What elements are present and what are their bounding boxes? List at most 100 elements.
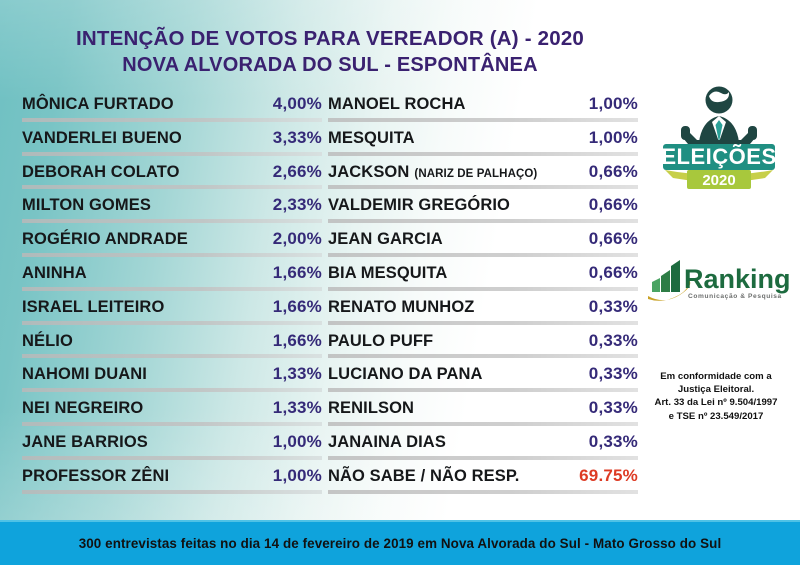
row-separator <box>22 286 322 291</box>
eleicoes-2020-logo: ELEIÇÕES 2020 ELEIÇÕES 2020 <box>657 80 781 190</box>
candidate-name: RENILSON <box>328 399 415 418</box>
table-row: NÃO SABE / NÃO RESP. 69.75% <box>328 464 638 498</box>
candidate-percentage: 1,00% <box>272 431 322 451</box>
candidate-percentage: 1,00% <box>588 94 638 113</box>
candidate-percentage: 0,33% <box>588 330 638 350</box>
candidate-percentage: 2,33% <box>272 195 322 215</box>
candidate-name: VALDEMIR GREGÓRIO <box>328 196 510 215</box>
candidate-name: JACKSON (NARIZ DE PALHAÇO) <box>328 162 538 181</box>
candidate-name: DEBORAH COLATO <box>22 162 180 181</box>
candidate-name: RENATO MUNHOZ <box>328 297 475 316</box>
candidate-percentage: 0,66% <box>588 161 638 181</box>
candidate-name: MÔNICA FURTADO <box>22 95 174 113</box>
table-row: NAHOMI DUANI 1,33% <box>22 362 322 396</box>
eleicoes-banner: ELEIÇÕES <box>661 144 776 170</box>
eleicoes-year: 2020 <box>687 170 751 189</box>
candidate-name: NEI NEGREIRO <box>22 399 144 418</box>
table-row: LUCIANO DA PANA 0,33% <box>328 362 638 396</box>
table-row: NÉLIO 1,66% <box>22 329 322 363</box>
candidate-name: NÃO SABE / NÃO RESP. <box>328 466 520 485</box>
candidate-percentage: 1,33% <box>272 364 322 384</box>
legal-line-4: e TSE nº 23.549/2017 <box>668 410 764 422</box>
candidate-percentage: 1,66% <box>272 262 322 282</box>
table-row: ROGÉRIO ANDRADE 2,00% <box>22 227 322 261</box>
table-row: DEBORAH COLATO 2,66% <box>22 160 322 194</box>
table-row: MÔNICA FURTADO 4,00% <box>22 92 322 126</box>
candidate-name: PAULO PUFF <box>328 331 434 350</box>
candidate-percentage: 2,66% <box>272 161 322 181</box>
legal-compliance-note: Em conformidade com a Justiça Eleitoral.… <box>636 370 796 423</box>
row-separator <box>328 219 638 224</box>
row-separator <box>22 354 322 359</box>
candidate-name: NÉLIO <box>22 331 73 350</box>
candidate-percentage: 2,00% <box>272 229 322 249</box>
row-separator <box>328 117 638 122</box>
table-row: RENILSON 0,33% <box>328 396 638 430</box>
candidate-percentage: 0,66% <box>588 262 638 282</box>
row-separator <box>22 320 322 325</box>
row-separator <box>22 388 322 393</box>
candidate-name: BIA MESQUITA <box>328 263 448 282</box>
ranking-bars-icon <box>648 260 691 301</box>
table-row: VANDERLEI BUENO 3,33% <box>22 126 322 160</box>
row-separator <box>22 219 322 224</box>
table-row: ANINHA 1,66% <box>22 261 322 295</box>
ranking-logo: Ranking Comunicação & Pesquisa Ranking C… <box>648 252 791 308</box>
candidate-percentage: 1,66% <box>272 296 322 316</box>
row-separator <box>328 286 638 291</box>
row-separator <box>22 117 322 122</box>
candidate-percentage: 0,33% <box>588 364 638 384</box>
candidate-name: PROFESSOR ZÊNI <box>22 466 170 485</box>
results-column-right: MANOEL ROCHA 1,00% MESQUITA 1,00% JACKSON (NA… <box>328 92 638 498</box>
legal-line-3: Art. 33 da Lei nº 9.504/1997 <box>654 397 778 409</box>
table-row: PAULO PUFF 0,33% <box>328 329 638 363</box>
candidate-name: NAHOMI DUANI <box>22 365 147 384</box>
row-separator <box>22 151 322 156</box>
results-column-left: MÔNICA FURTADO 4,00% VANDERLEI BUENO 3,33% D… <box>22 92 322 498</box>
candidate-percentage: 4,00% <box>272 94 322 113</box>
legal-line-1: Em conformidade com a <box>660 371 772 382</box>
footer-text: 300 entrevistas feitas no dia 14 de feve… <box>78 536 722 551</box>
legal-line-2: Justiça Eleitoral. <box>677 384 755 396</box>
ranking-brand-text: Ranking <box>684 264 790 294</box>
candidate-percentage: 0,66% <box>588 229 638 249</box>
table-row: MILTON GOMES 2,33% <box>22 193 322 227</box>
table-row: JACKSON (NARIZ DE PALHAÇO) 0,66% <box>328 160 638 194</box>
candidate-percentage: 1,66% <box>272 330 322 350</box>
candidate-name: MANOEL ROCHA <box>328 95 466 113</box>
title-line-1: INTENÇÃO DE VOTOS PARA VEREADOR (A) - 20… <box>75 27 585 50</box>
candidate-name: JEAN GARCIA <box>328 230 443 249</box>
table-row: BIA MESQUITA 0,66% <box>328 261 638 295</box>
row-separator <box>328 489 638 494</box>
page-title: INTENÇÃO DE VOTOS PARA VEREADOR (A) - 20… <box>0 26 660 78</box>
candidate-percentage: 69.75% <box>579 465 638 485</box>
svg-text:2020: 2020 <box>702 172 735 189</box>
candidate-nickname: (NARIZ DE PALHAÇO) <box>414 167 538 180</box>
candidate-percentage: 0,33% <box>588 398 638 418</box>
candidate-percentage: 0,33% <box>588 431 638 451</box>
candidate-name: ANINHA <box>22 263 87 282</box>
candidate-podium-icon <box>681 86 757 150</box>
row-separator <box>328 388 638 393</box>
row-separator <box>328 455 638 460</box>
candidate-name: ROGÉRIO ANDRADE <box>22 230 188 249</box>
candidate-name: JANAINA DIAS <box>328 432 446 451</box>
table-row: JANAINA DIAS 0,33% <box>328 430 638 464</box>
candidate-name: MILTON GOMES <box>22 196 151 215</box>
table-row: RENATO MUNHOZ 0,33% <box>328 295 638 329</box>
candidate-name: LUCIANO DA PANA <box>328 365 483 384</box>
table-row: MANOEL ROCHA 1,00% <box>328 92 638 126</box>
table-row: ISRAEL LEITEIRO 1,66% <box>22 295 322 329</box>
candidate-percentage: 1,00% <box>272 465 322 485</box>
row-separator <box>22 185 322 190</box>
candidate-percentage: 0,66% <box>588 195 638 215</box>
row-separator <box>328 185 638 190</box>
table-row: JANE BARRIOS 1,00% <box>22 430 322 464</box>
title-line-2: NOVA ALVORADA DO SUL - ESPONTÂNEA <box>122 54 538 76</box>
candidate-name: VANDERLEI BUENO <box>22 128 182 147</box>
candidate-percentage: 3,33% <box>272 127 322 147</box>
row-separator <box>22 455 322 460</box>
footer-bar: 300 entrevistas feitas no dia 14 de feve… <box>0 520 800 565</box>
row-separator <box>22 421 322 426</box>
